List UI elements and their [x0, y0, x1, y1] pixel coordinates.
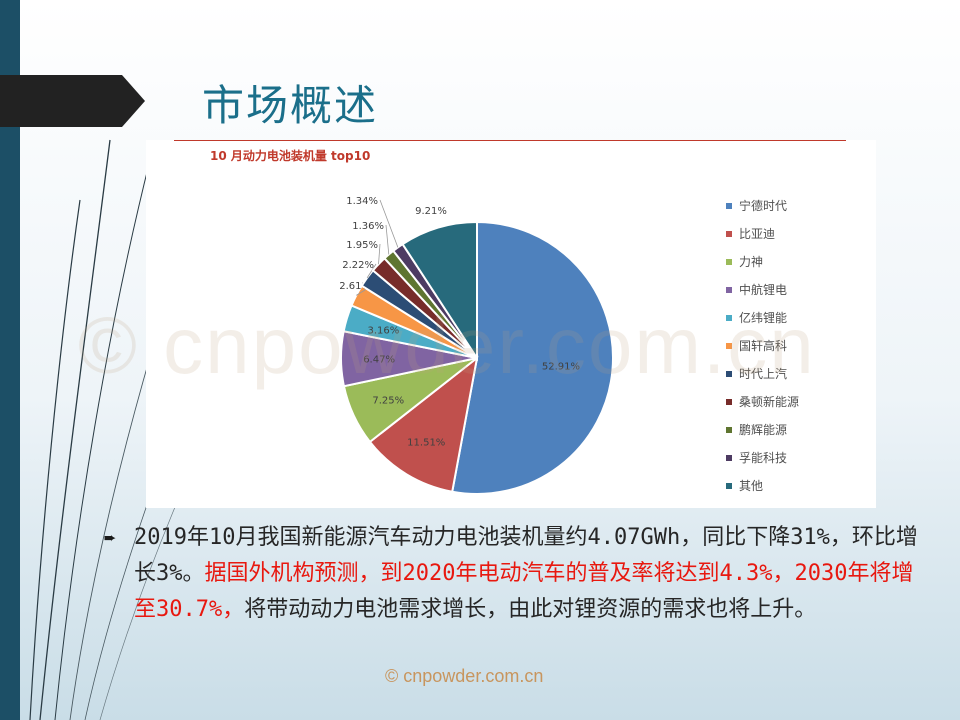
legend-swatch [726, 259, 732, 265]
footer-watermark: © cnpowder.com.cn [385, 666, 544, 686]
pie-data-label: 1.34% [346, 196, 378, 207]
pie-slice-11 [401, 220, 478, 362]
legend-swatch [726, 231, 732, 237]
pie-slice-2 [368, 355, 479, 493]
pie-data-label: 9.21% [415, 206, 447, 217]
pie-data-label: 2.61% [339, 281, 371, 292]
legend-swatch [726, 287, 732, 293]
legend-swatch [726, 203, 732, 209]
leader-line [379, 199, 399, 248]
legend-label: 比亚迪 [739, 227, 775, 241]
legend-swatch [726, 427, 732, 433]
slide-title: 市场概述 [202, 81, 379, 130]
pie-data-label: 2.22% [342, 260, 374, 271]
chart-panel: 10 月动力电池装机量 top10 52.91% 11.51% 7.25% 6.47%… [146, 140, 876, 508]
legend-label: 宁德时代 [739, 198, 787, 213]
legend-swatch [726, 483, 732, 489]
legend-label: 孚能科技 [739, 451, 787, 465]
body-text-normal-1: 2019年10月我国新能源汽车动力电池装机量约4.07GWh，同比下降31%，环… [134, 525, 918, 586]
watermark-text: © cnpowder.com.cn [78, 301, 816, 390]
pie-chart: 52.91% 11.51% 7.25% 6.47% 3.16% 2.61% 2.22% 1.9… [339, 196, 799, 495]
legend-label: 亿纬锂能 [739, 310, 787, 325]
body-text-highlight: 据国外机构预测，到2020年电动汽车的普及率将达到4.3%，2030年将增至30… [134, 561, 914, 622]
legend-label: 桑顿新能源 [739, 394, 799, 409]
legend-label: 时代上汽 [739, 366, 787, 381]
legend-swatch [726, 315, 732, 321]
pie-data-label: 3.16% [367, 325, 399, 336]
pie-data-label: 1.95% [346, 240, 378, 251]
body-paragraph: ➨ 2019年10月我国新能源汽车动力电池装机量约4.07GWh，同比下降31%… [104, 520, 922, 628]
legend-label: 其他 [739, 479, 763, 493]
right-arrow-icon: ➨ [104, 526, 117, 550]
pie-data-label: 11.51% [407, 438, 445, 449]
chart-title: 10 月动力电池装机量 top10 [210, 149, 371, 163]
legend-swatch [726, 371, 732, 377]
leader-line [385, 224, 390, 255]
left-accent-bar [0, 0, 20, 720]
pie-data-label: 6.47% [363, 355, 395, 366]
title-tab-shape [0, 75, 145, 127]
pie-data-label: 1.36% [352, 221, 384, 232]
legend-label: 力神 [739, 255, 763, 269]
pie-slice-1 [451, 220, 614, 495]
legend-label: 鹏辉能源 [739, 423, 787, 437]
legend-label: 国轩高科 [739, 338, 787, 353]
leader-line [378, 243, 381, 265]
pie-data-label: 7.25% [372, 395, 404, 406]
leader-line [366, 263, 377, 279]
chart-top-rule [174, 140, 846, 141]
legend-label: 中航锂电 [739, 282, 787, 297]
legend-swatch [726, 399, 732, 405]
body-text-normal-2: 将带动动力电池需求增长，由此对锂资源的需求也将上升。 [244, 597, 817, 622]
legend-swatch [726, 455, 732, 461]
pie-data-label: 52.91% [542, 362, 580, 373]
legend-swatch [726, 343, 732, 349]
